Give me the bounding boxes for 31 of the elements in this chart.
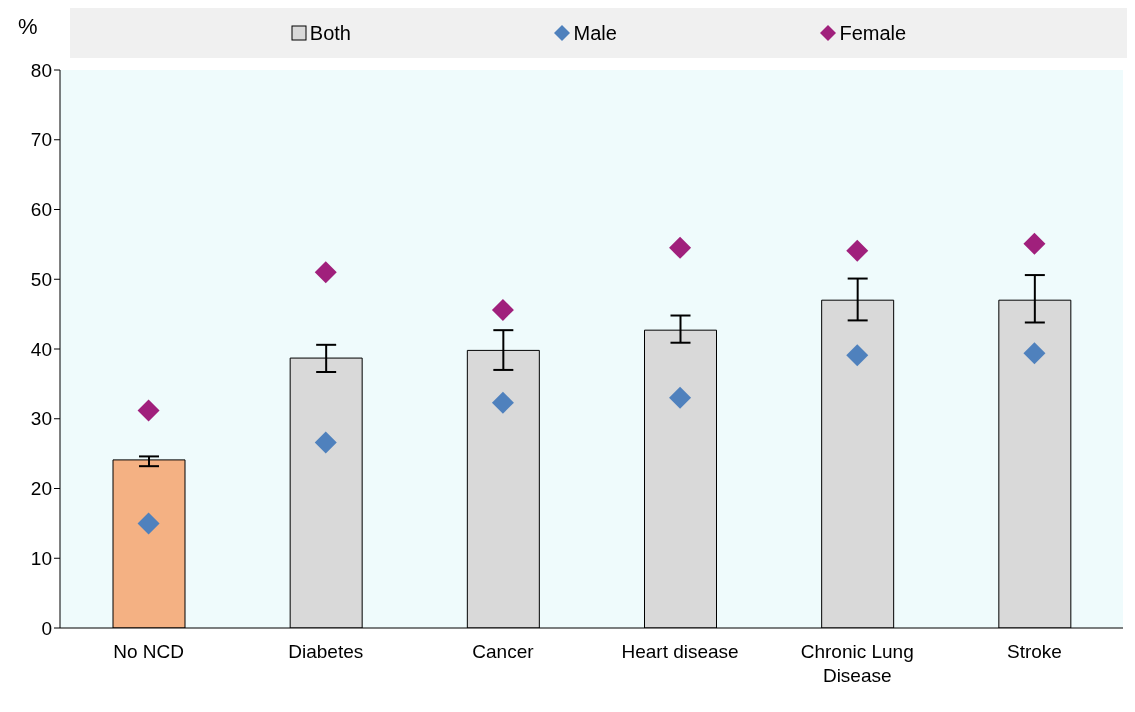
y-axis-title: % [17,13,39,41]
x-tick-label: Diabetes [288,641,364,662]
legend-label: Female [839,21,907,45]
x-tick-label: Stroke [1006,641,1062,662]
point [669,386,692,409]
point [314,431,337,454]
x-tick-label: Heart disease [621,641,739,662]
y-tick-label: 80 [30,59,52,81]
point [846,239,869,262]
point [491,391,514,414]
legend-label: Male [573,21,617,45]
legend-label: Both [309,21,351,45]
point [314,261,337,284]
y-tick-label: 20 [30,478,52,500]
point [1023,232,1046,255]
x-tick-label: Chronic Lung Disease [800,641,914,686]
y-tick-label: 50 [30,268,52,290]
y-tick-label: 0 [41,617,52,639]
point [846,344,869,367]
point [1023,342,1046,365]
point [137,399,160,422]
x-tick-label: No NCD [113,641,184,662]
point [137,512,160,535]
y-tick-label: 10 [30,547,52,569]
point [491,298,514,321]
point [669,236,692,259]
y-tick-label: 40 [30,338,52,360]
x-tick-label: Cancer [472,641,535,662]
y-tick-label: 70 [30,129,52,151]
y-tick-label: 60 [30,199,52,221]
y-tick-label: 30 [30,408,52,430]
